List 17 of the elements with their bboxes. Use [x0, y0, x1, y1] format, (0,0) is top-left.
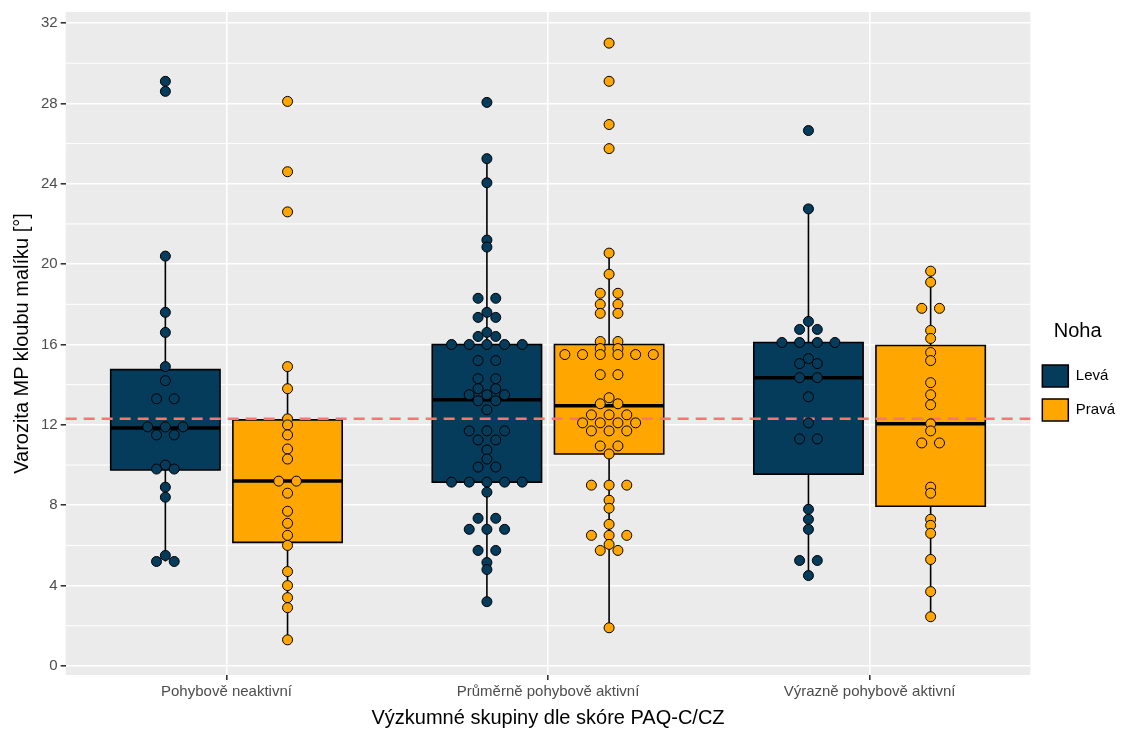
- y-tick-label: 4: [49, 575, 58, 593]
- y-tick-label: 24: [41, 173, 58, 191]
- legend-label: Levá: [1075, 366, 1109, 384]
- x-tick-label: Průměrně pohybově aktivní: [456, 682, 641, 700]
- legend-title: Noha: [1053, 318, 1103, 341]
- y-tick-label: 16: [41, 334, 58, 352]
- y-tick-label: 0: [49, 656, 58, 674]
- x-tick-label: Výrazně pohybově aktivní: [783, 682, 957, 700]
- x-tick-label: Pohybově neaktivní: [161, 682, 293, 700]
- y-tick-label: 28: [41, 93, 58, 111]
- y-tick-label: 8: [49, 495, 58, 513]
- y-axis-title: Varozita MP kloubu malíku [°]: [9, 213, 32, 474]
- x-axis-title: Výzkumné skupiny dle skóre PAQ-C/CZ: [371, 705, 725, 728]
- y-tick-label: 12: [41, 415, 58, 433]
- y-tick-label: 20: [41, 254, 58, 272]
- legend-label: Pravá: [1075, 400, 1116, 418]
- y-tick-label: 32: [41, 13, 58, 31]
